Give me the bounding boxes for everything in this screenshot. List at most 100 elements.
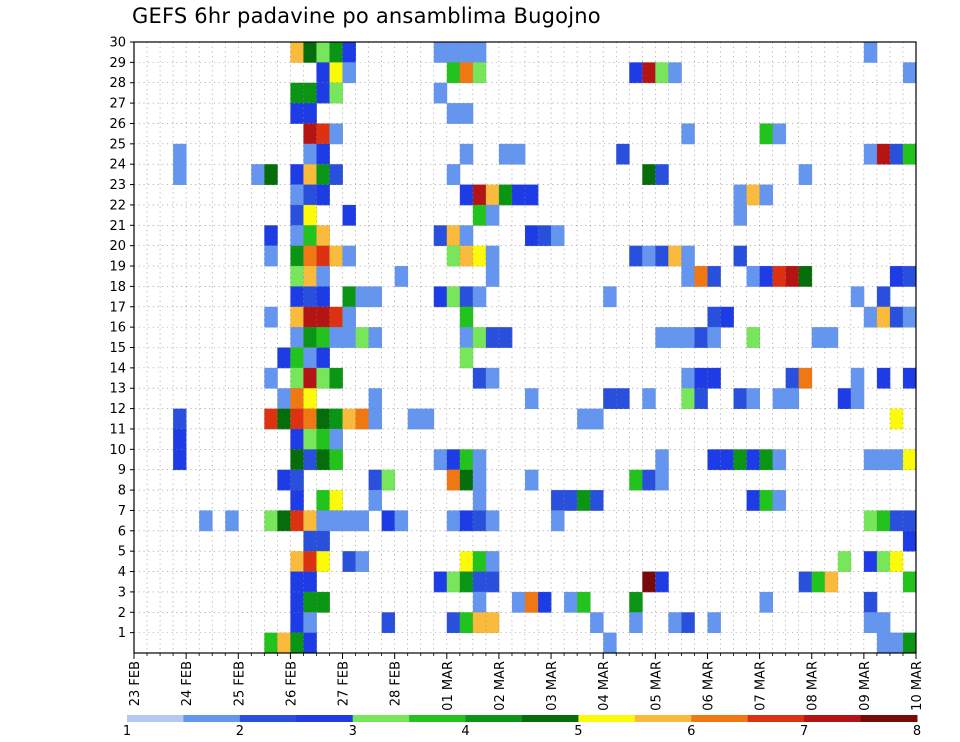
heatmap-cell	[316, 164, 330, 185]
heatmap-cell	[590, 490, 604, 511]
heatmap-cell	[303, 164, 317, 185]
heatmap-cell	[225, 510, 239, 532]
heatmap-cell	[733, 204, 747, 226]
heatmap-cell	[472, 367, 487, 389]
heatmap-cell	[329, 82, 343, 104]
x-tick-label: 24 FEB	[180, 661, 195, 706]
x-tick-label: 07 MAR	[754, 661, 769, 711]
heatmap-cell	[876, 551, 891, 572]
heatmap-cell	[303, 306, 317, 328]
heatmap-cell	[459, 612, 474, 634]
y-tick-label: 7	[118, 504, 126, 519]
heatmap-cell	[902, 530, 917, 552]
heatmap-cell	[902, 367, 917, 389]
x-tick-label: 23 FEB	[128, 661, 143, 706]
heatmap-cell	[551, 225, 565, 247]
heatmap-cell	[511, 591, 526, 613]
y-tick-label: 8	[118, 484, 126, 499]
heatmap-cell	[681, 123, 695, 145]
heatmap-cell	[277, 469, 291, 491]
heatmap-cell	[772, 388, 787, 409]
heatmap-cell	[551, 510, 565, 532]
colorbar-label: 1	[123, 724, 131, 739]
y-tick-label: 3	[118, 585, 126, 600]
heatmap-cell	[459, 42, 474, 63]
heatmap-cell	[824, 571, 839, 593]
heatmap-cell	[850, 286, 865, 308]
colorbar-label: 5	[574, 724, 582, 739]
heatmap-cell	[798, 164, 813, 185]
heatmap-cell	[446, 571, 461, 593]
colorbar-swatch	[860, 715, 918, 722]
heatmap-cell	[472, 510, 487, 532]
heatmap-cell	[316, 143, 330, 165]
colorbar-swatch	[465, 715, 523, 722]
heatmap-cell	[290, 612, 304, 634]
heatmap-cell	[472, 571, 487, 593]
heatmap-cell	[381, 612, 396, 634]
heatmap-cell	[876, 367, 891, 389]
heatmap-cell	[694, 266, 708, 287]
heatmap-cell	[459, 62, 474, 84]
y-tick-label: 11	[109, 422, 126, 437]
y-tick-label: 9	[118, 463, 126, 478]
colorbar-swatch	[352, 715, 410, 722]
heatmap-cell	[707, 327, 721, 348]
heatmap-cell	[485, 510, 500, 532]
heatmap-cell	[303, 42, 317, 63]
heatmap-cell	[485, 245, 500, 267]
heatmap-cell	[668, 327, 682, 348]
heatmap-cell	[759, 123, 774, 145]
heatmap-cell	[681, 612, 695, 634]
heatmap-cell	[316, 327, 330, 348]
heatmap-cell	[525, 388, 539, 409]
heatmap-cell	[303, 591, 317, 613]
heatmap-cell	[472, 42, 487, 63]
heatmap-cell	[277, 632, 291, 654]
heatmap-cell	[316, 123, 330, 145]
heatmap-cell	[485, 551, 500, 572]
heatmap-cell	[355, 408, 369, 430]
heatmap-cell	[303, 327, 317, 348]
colorbar-swatch	[578, 715, 636, 722]
heatmap-cell	[746, 388, 760, 409]
heatmap-cell	[316, 510, 330, 532]
heatmap-cell	[316, 42, 330, 63]
heatmap-cell	[303, 245, 317, 267]
heatmap-cell	[603, 388, 617, 409]
heatmap-cell	[902, 143, 917, 165]
heatmap-cell	[251, 164, 265, 185]
heatmap-cell	[329, 408, 343, 430]
heatmap-cell	[525, 225, 539, 247]
heatmap-cell	[707, 612, 721, 634]
heatmap-cell	[303, 143, 317, 165]
heatmap-cell	[290, 490, 304, 511]
heatmap-cell	[303, 225, 317, 247]
heatmap-cell	[433, 225, 448, 247]
heatmap-cell	[368, 469, 383, 491]
colorbar-swatch	[747, 715, 805, 722]
x-tick-label: 28 FEB	[389, 661, 404, 706]
heatmap-cell	[785, 266, 800, 287]
heatmap-cell	[707, 266, 721, 287]
heatmap-cell	[498, 327, 513, 348]
heatmap-cell	[290, 103, 304, 124]
heatmap-cell	[876, 143, 891, 165]
heatmap-cell	[433, 449, 448, 471]
heatmap-cell	[485, 327, 500, 348]
heatmap-cell	[577, 408, 591, 430]
x-tick-label: 27 FEB	[337, 661, 352, 706]
heatmap-cell	[264, 367, 278, 389]
heatmap-cell	[316, 286, 330, 308]
heatmap-cell	[902, 632, 917, 654]
heatmap-cell	[798, 266, 813, 287]
heatmap-cell	[681, 388, 695, 409]
heatmap-cell	[433, 82, 448, 104]
heatmap-cell	[472, 286, 487, 308]
heatmap-cell	[642, 164, 656, 185]
heatmap-cell	[863, 551, 878, 572]
heatmap-cell	[407, 408, 422, 430]
heatmap-cell	[290, 591, 304, 613]
heatmap-cell	[642, 388, 656, 409]
x-axis: 23 FEB 24 FEB 25 FEB 26 FEB 27 FEB 28 FEB 01 M…	[128, 653, 925, 711]
